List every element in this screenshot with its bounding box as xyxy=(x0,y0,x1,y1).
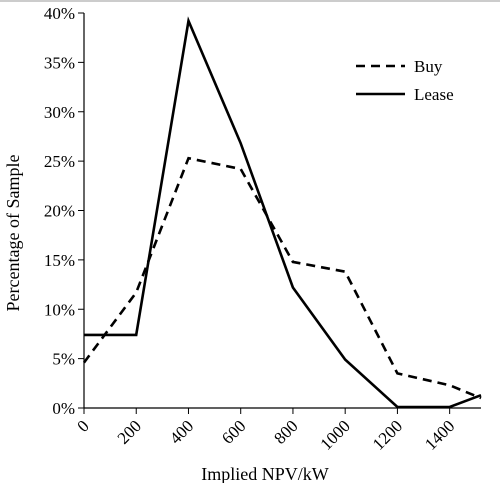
series-line-lease xyxy=(84,16,482,409)
y-tick-label: 40% xyxy=(44,4,75,23)
y-tick-label: 20% xyxy=(44,202,75,221)
x-tick-label: 1400 xyxy=(421,416,458,453)
legend: Buy Lease xyxy=(356,57,454,104)
x-tick-label: 800 xyxy=(270,416,301,447)
series-layer xyxy=(82,16,482,409)
y-tick-label: 5% xyxy=(52,350,75,369)
y-tick-label: 0% xyxy=(52,399,75,418)
series-line-buy xyxy=(82,156,482,400)
y-tick-label: 30% xyxy=(44,103,75,122)
x-tick-label: 200 xyxy=(114,416,145,447)
y-tick-label: 25% xyxy=(44,152,75,171)
y-tick-label: 15% xyxy=(44,251,75,270)
y-axis-title: Percentage of Sample xyxy=(3,155,23,312)
x-tick-label: 1200 xyxy=(369,416,406,453)
legend-label-lease: Lease xyxy=(414,85,454,104)
y-tick-label: 35% xyxy=(44,53,75,72)
y-tick-label: 10% xyxy=(44,300,75,319)
x-axis-title: Implied NPV/kW xyxy=(201,464,329,483)
x-tick-label: 1000 xyxy=(317,416,354,453)
x-tick-label: 600 xyxy=(218,416,249,447)
x-tick-label: 400 xyxy=(166,416,197,447)
x-tick-label: 0 xyxy=(73,416,92,435)
legend-label-buy: Buy xyxy=(414,57,443,76)
